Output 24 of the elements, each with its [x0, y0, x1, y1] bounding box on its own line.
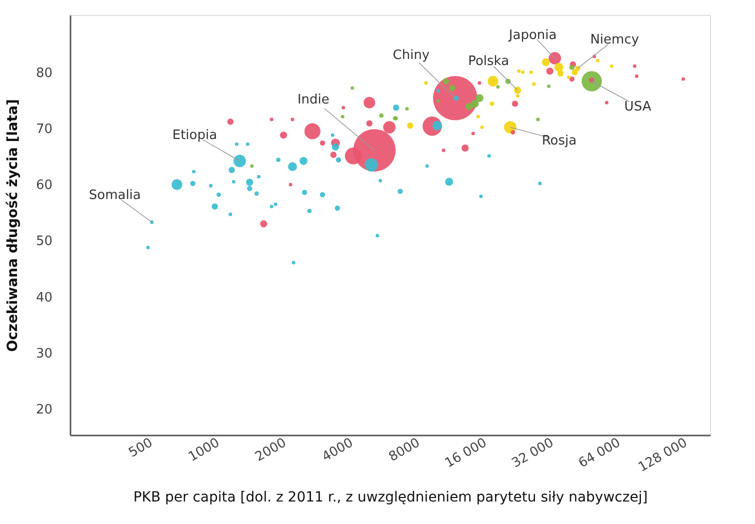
x-tick-label: 64 000 [576, 435, 624, 472]
y-tick-label: 70 [36, 122, 52, 137]
y-tick-label: 20 [36, 402, 52, 418]
x-tick-label: 32 000 [509, 435, 556, 472]
annotation: Chiny [392, 48, 430, 64]
x-tick-label: 500 [126, 435, 156, 461]
x-tick-label: 4000 [320, 435, 356, 465]
x-tick-label: 128 000 [636, 435, 690, 476]
y-axis-title: Oczekiwana długość życia [lata] [4, 99, 21, 352]
annotation: USA [624, 99, 652, 114]
x-axis-title: PKB per capita [dol. z 2011 r., z uwzględnieniem parytetu siły nabywczej] [133, 489, 648, 506]
y-tick-label: 40 [36, 290, 52, 306]
x-tick-label: 16 000 [442, 435, 490, 472]
annotation: Japonia [508, 28, 557, 44]
annotation: Etiopia [172, 128, 218, 143]
y-tick-label: 80 [36, 66, 52, 81]
y-tick-label: 50 [36, 234, 52, 250]
annotation: Somalia [88, 188, 141, 204]
annotation: Rosja [542, 133, 577, 148]
y-tick-label: 30 [36, 346, 52, 362]
y-tick-label: 60 [36, 178, 52, 194]
annotation: Polska [468, 54, 510, 70]
annotation: Indie [297, 92, 330, 108]
annotation: Niemcy [590, 32, 640, 48]
